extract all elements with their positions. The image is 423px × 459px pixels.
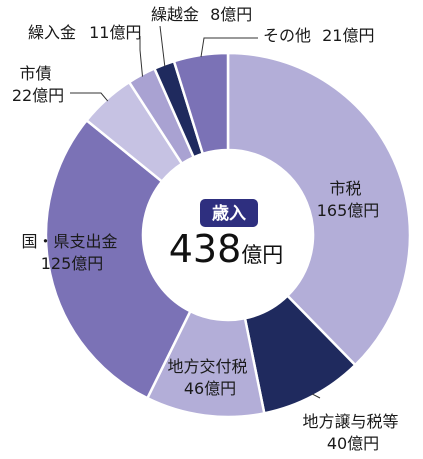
slice-shizei (226, 51, 412, 367)
donut-slices (44, 51, 412, 419)
leader-line-kurirekin (139, 36, 144, 77)
center-title: 歳入 (212, 203, 246, 224)
label-shishutsukin-name: 国・県支出金 (21, 232, 117, 251)
slice-sonota (172, 51, 230, 156)
label-koufuzei-value: 46億円 (184, 379, 236, 398)
label-sonota-value: 21億円 (322, 26, 374, 45)
label-jouyozei: 地方譲与税等 40億円 (302, 412, 403, 453)
label-kurikoshikin: 繰越金 8億円 (151, 5, 252, 24)
label-koufuzei: 地方交付税 46億円 (167, 357, 252, 398)
label-kurikoshikin-value: 8億円 (210, 5, 252, 24)
label-kurirekin: 繰入金 11億円 (28, 23, 141, 42)
label-kurirekin-name: 繰入金 (28, 23, 76, 42)
label-shishutsukin: 国・県支出金 125億円 (21, 232, 122, 273)
leader-line-jouyozei (312, 393, 321, 399)
label-shizei: 市税 165億円 (317, 179, 380, 220)
label-shisai-name: 市債 (19, 64, 51, 83)
leader-line-shisai (70, 92, 109, 102)
label-shishutsukin-value: 125億円 (41, 254, 104, 273)
label-kurikoshikin-name: 繰越金 (151, 5, 199, 24)
label-sonota-name: その他 (263, 26, 311, 45)
center-total: 438億円 (169, 227, 284, 271)
label-sonota: その他 21億円 (263, 26, 374, 45)
center-total-unit: 億円 (241, 243, 283, 267)
label-shisai: 市債 22億円 (12, 64, 64, 105)
label-koufuzei-name: 地方交付税 (167, 357, 247, 376)
leader-line-sonota (200, 37, 258, 58)
label-shizei-value: 165億円 (317, 201, 380, 220)
slice-shishutsukin (44, 118, 193, 400)
label-jouyozei-name: 地方譲与税等 (302, 412, 398, 431)
label-jouyozei-value: 40億円 (327, 434, 379, 453)
leader-lines (70, 25, 321, 399)
label-shisai-value: 22億円 (12, 86, 64, 105)
label-shizei-name: 市税 (329, 179, 361, 198)
label-kurirekin-value: 11億円 (89, 23, 141, 42)
leader-line-kurikoshikin (159, 25, 166, 67)
center-total-value: 438 (169, 227, 242, 271)
center-title-badge (200, 199, 258, 227)
